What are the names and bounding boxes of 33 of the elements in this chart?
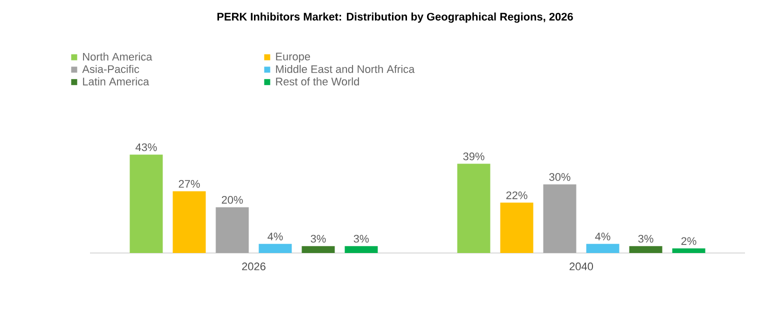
data-label: 27% (178, 180, 200, 188)
data-label: 3% (354, 234, 369, 243)
bar (302, 246, 335, 253)
bar (500, 202, 534, 253)
data-label: 20% (222, 196, 243, 204)
data-label: 4% (595, 232, 610, 240)
legend-label: Middle East and North Africa (276, 64, 415, 74)
data-label: 43% (136, 143, 157, 152)
data-label: 3% (638, 234, 654, 243)
data-label: 2% (681, 237, 696, 245)
bar (586, 244, 620, 253)
bar (130, 154, 163, 253)
legend-label: North America (83, 52, 152, 61)
x-tick-label: 2026 (242, 262, 266, 270)
data-label: 4% (268, 232, 283, 240)
data-label: 22% (506, 191, 528, 200)
legend-label: Latin America (83, 77, 150, 86)
bar (629, 246, 662, 253)
legend-label: Europe (276, 52, 310, 63)
bar (672, 248, 706, 253)
bar (543, 184, 576, 253)
bar (457, 164, 490, 253)
bar (344, 246, 378, 253)
legend-label: Asia-Pacific (82, 64, 140, 74)
bar (258, 244, 292, 253)
legend-label: Rest of the World (276, 77, 359, 86)
data-label: 30% (549, 173, 570, 181)
x-tick-label: 2040 (570, 262, 594, 270)
data-label: 3% (310, 234, 326, 243)
data-label: 39% (463, 152, 484, 160)
bar (216, 207, 249, 253)
chart-title: PERK Inhibitors Market: Distribution by Geographical Regions, 2026 (217, 12, 573, 23)
bar (172, 191, 206, 253)
